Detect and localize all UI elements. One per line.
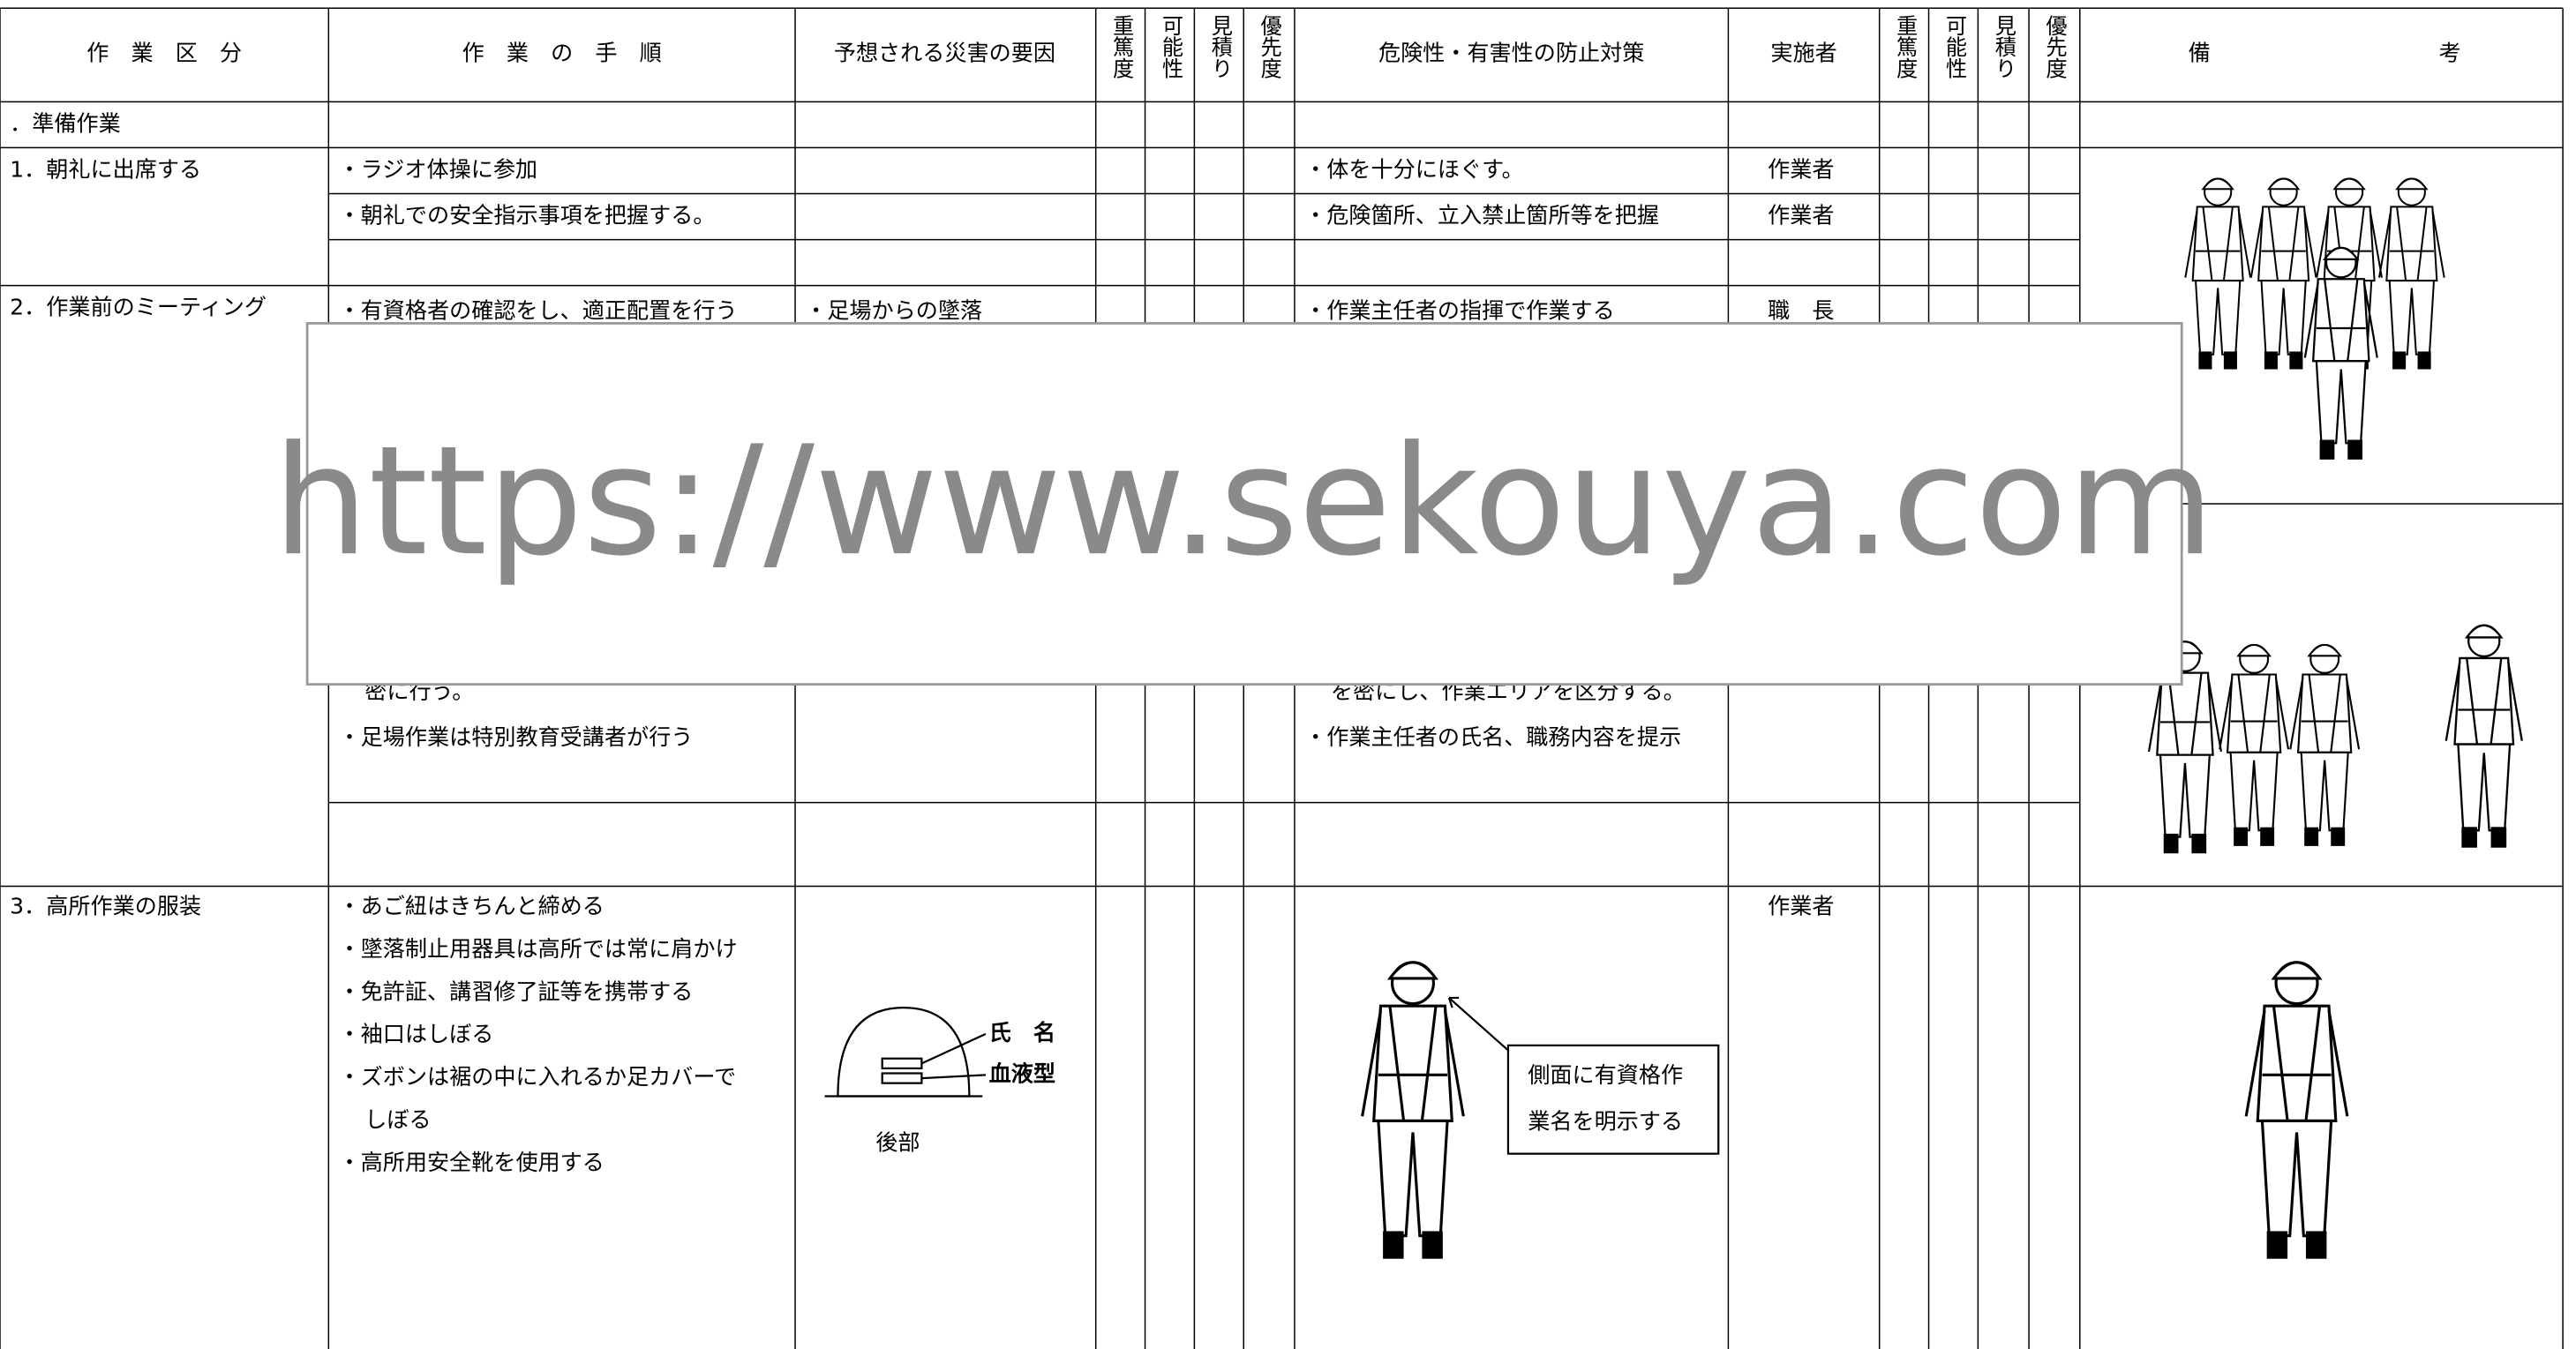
header-cell: 見積り (1207, 15, 1232, 79)
step: ・足場作業は特別教育受講者が行う (338, 724, 693, 750)
header-cell: 重篤度 (1893, 15, 1918, 79)
header-cell: 作 業 の 手 順 (462, 40, 662, 65)
header-cell: 危険性・有害性の防止対策 (1378, 40, 1644, 65)
step: ・有資格者の確認をし、適正配置を行う (338, 297, 737, 323)
helmet-label: 血液型 (989, 1060, 1055, 1086)
performer: 作業者 (1768, 156, 1834, 182)
category: 3．高所作業の服装 (10, 894, 201, 919)
step: ・ズボンは裾の中に入れるか足カバーで (338, 1064, 736, 1090)
worker-callout: 側面に有資格作 業名を明示する (1361, 961, 1720, 1261)
helmet-caption: 後部 (875, 1129, 920, 1155)
step: ・高所用安全靴を使用する (338, 1150, 604, 1175)
measure: ・体を十分にほぐす。 (1304, 156, 1524, 182)
header-cell: 見積り (1991, 15, 2016, 79)
measure: ・作業主任者の氏名、職務内容を提示 (1304, 724, 1681, 750)
performer: 作業者 (1768, 894, 1834, 919)
header-cell: 備考 (2189, 40, 2461, 65)
callout-text: 側面に有資格作 (1528, 1062, 1683, 1088)
hazard: ・足場からの墜落 (805, 297, 982, 323)
category: ．準備作業 (10, 110, 121, 136)
step: ・あご紐はきちんと締める (338, 894, 604, 919)
watermark: https://www.sekouya.com (273, 322, 2214, 686)
header-cell: 優先度 (2042, 15, 2067, 79)
step: ・朝礼での安全指示事項を把握する。 (338, 203, 715, 229)
step: ・ラジオ体操に参加 (338, 156, 537, 182)
remark-illustrations (2147, 177, 2523, 1261)
step: ・免許証、講習修了証等を携帯する (338, 978, 693, 1004)
header-cell: 可能性 (1941, 15, 1966, 79)
header-cell: 可能性 (1158, 15, 1183, 79)
step: しぼる (364, 1106, 431, 1132)
callout-text: 業名を明示する (1528, 1108, 1683, 1134)
header: 作 業 区 分 作 業 の 手 順 予想される災害の要因 重篤度 可能性 見積り… (86, 15, 2460, 79)
header-cell: 作 業 区 分 (86, 40, 242, 65)
measure: ・作業主任者の指揮で作業する (1304, 297, 1615, 323)
measure: ・危険箇所、立入禁止箇所等を把握 (1304, 203, 1659, 229)
step: ・墜落制止用器具は高所では常に肩かけ (338, 936, 737, 962)
performer: 職 長 (1768, 297, 1834, 323)
header-cell: 予想される災害の要因 (834, 40, 1055, 65)
rows: ．準備作業 1．朝礼に出席する ・ラジオ体操に参加 ・朝礼での安全指示事項を把握… (10, 110, 1834, 1174)
watermark-text: https://www.sekouya.com (273, 414, 2214, 589)
category: 1．朝礼に出席する (10, 156, 201, 182)
helmet-label: 氏 名 (989, 1020, 1055, 1045)
header-cell: 実施者 (1770, 40, 1836, 65)
header-cell: 優先度 (1257, 15, 1281, 79)
performer: 作業者 (1768, 203, 1834, 229)
category: 2．作業前のミーティング (10, 295, 267, 320)
header-cell: 重篤度 (1109, 15, 1134, 79)
helmet-figure: 氏 名 血液型 後部 (824, 1006, 1055, 1155)
step: ・袖口はしぼる (338, 1022, 493, 1047)
